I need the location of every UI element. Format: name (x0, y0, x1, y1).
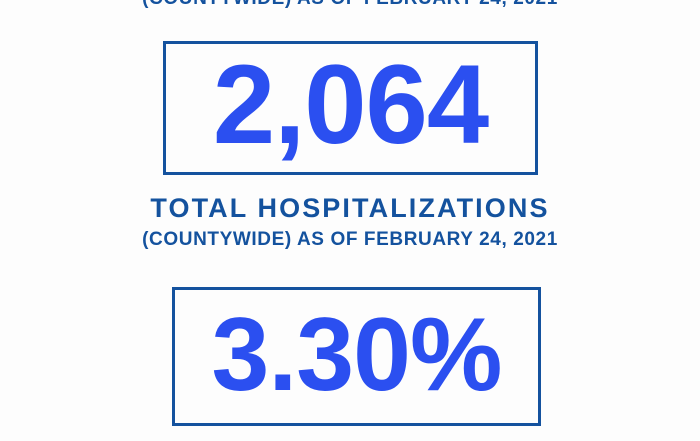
stat-value-hospitalizations: 2,064 (212, 42, 489, 167)
stat-box-positivity-rate: 3.30% (172, 287, 541, 426)
clipped-top-caption-container: (COUNTYWIDE) AS OF FEBRUARY 24, 2021 (0, 0, 700, 11)
clipped-top-caption: (COUNTYWIDE) AS OF FEBRUARY 24, 2021 (0, 0, 700, 11)
stat-value-positivity-rate: 3.30% (211, 296, 503, 413)
stat-label-block: TOTAL HOSPITALIZATIONS (COUNTYWIDE) AS O… (0, 193, 700, 252)
stat-box-hospitalizations: 2,064 (163, 41, 538, 175)
stat-label-title: TOTAL HOSPITALIZATIONS (150, 193, 550, 223)
stat-label-subtitle: (COUNTYWIDE) AS OF FEBRUARY 24, 2021 (142, 229, 558, 250)
